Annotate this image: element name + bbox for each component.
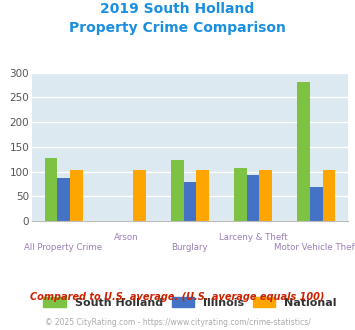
Bar — [196, 170, 209, 221]
Text: © 2025 CityRating.com - https://www.cityrating.com/crime-statistics/: © 2025 CityRating.com - https://www.city… — [45, 318, 310, 327]
Text: 2019 South Holland: 2019 South Holland — [100, 2, 255, 16]
Text: Burglary: Burglary — [171, 243, 208, 251]
Text: All Property Crime: All Property Crime — [24, 243, 103, 251]
Bar — [260, 170, 272, 221]
Bar — [297, 82, 310, 221]
Text: Larceny & Theft: Larceny & Theft — [219, 233, 288, 242]
Bar — [171, 160, 184, 221]
Text: Property Crime Comparison: Property Crime Comparison — [69, 21, 286, 35]
Bar — [70, 170, 82, 221]
Text: Compared to U.S. average. (U.S. average equals 100): Compared to U.S. average. (U.S. average … — [30, 292, 325, 302]
Bar — [45, 158, 57, 221]
Text: Arson: Arson — [114, 233, 139, 242]
Bar — [133, 170, 146, 221]
Bar — [57, 178, 70, 221]
Legend: South Holland, Illinois, National: South Holland, Illinois, National — [44, 296, 336, 308]
Bar — [310, 187, 323, 221]
Bar — [323, 170, 335, 221]
Bar — [234, 168, 247, 221]
Bar — [184, 182, 196, 221]
Bar — [247, 175, 260, 221]
Text: Motor Vehicle Theft: Motor Vehicle Theft — [274, 243, 355, 251]
